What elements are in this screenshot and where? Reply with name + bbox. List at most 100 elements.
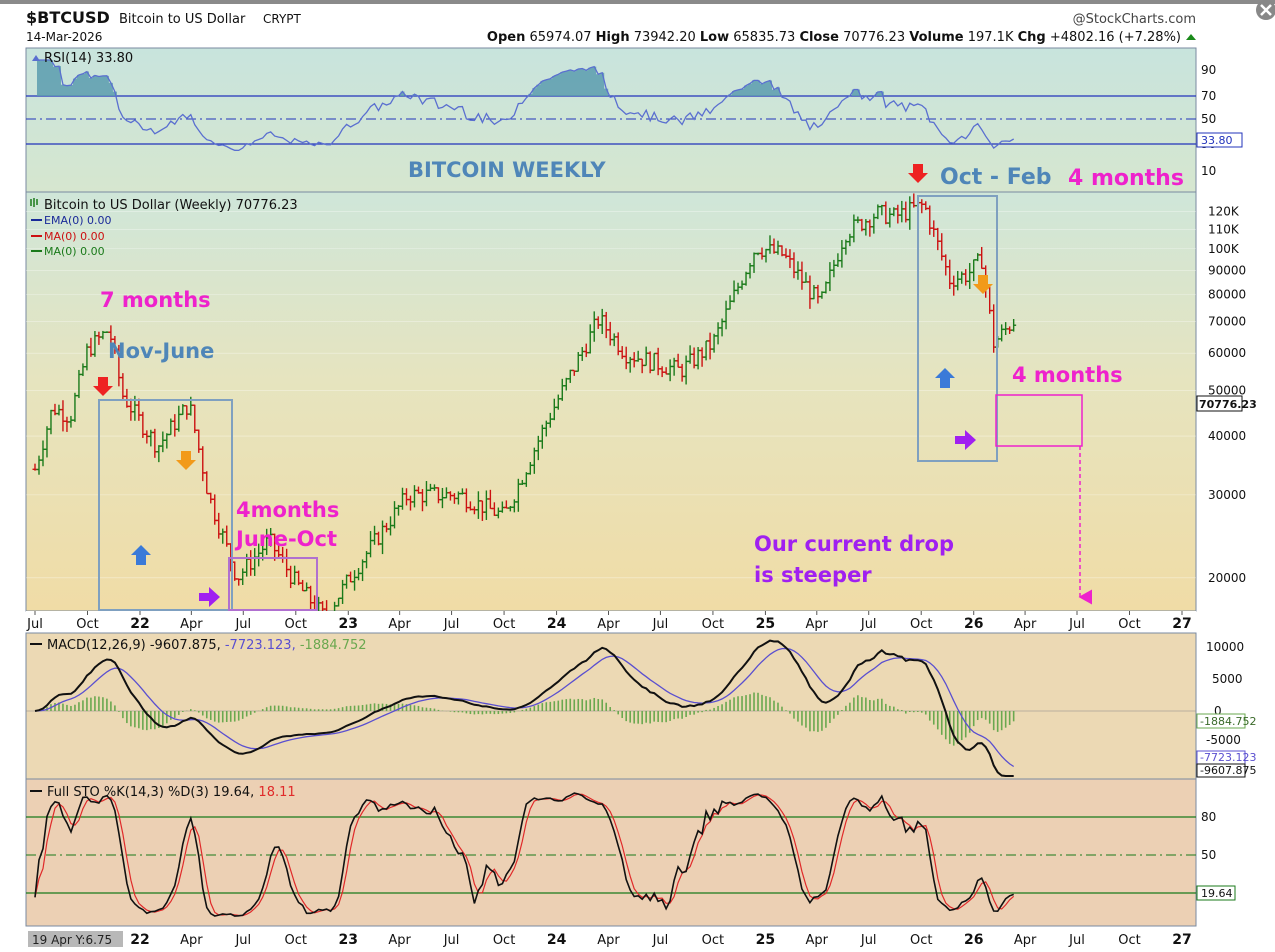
rsi-panel: RSI(14) 33.80 90 70 50 30 10 33.80 — [25, 47, 1243, 193]
annotations: BITCOIN WEEKLY 7 months Nov-June 4months… — [93, 158, 1184, 611]
rsi-tick-70: 70 — [1201, 89, 1216, 103]
macd-histogram — [38, 692, 1015, 746]
price-x-axis-bg — [26, 611, 1196, 633]
x-axis-label: 27 — [1172, 616, 1191, 632]
macd-legend-hist: -1884.752 — [300, 638, 367, 653]
chg-label: Chg — [1018, 30, 1046, 45]
header: $BTCUSD Bitcoin to US Dollar CRYPT @Stoc… — [26, 0, 1275, 45]
x-axis-label: Oct — [702, 617, 724, 632]
x-axis-label: Apr — [388, 617, 411, 632]
sto-x-axis-label: Jul — [443, 933, 460, 948]
june-oct-box — [228, 557, 318, 611]
x-axis-label: 26 — [964, 616, 983, 632]
sto-panel: Full STO %K(14,3) %D(3) 19.64, 18.11 80 … — [25, 778, 1236, 948]
macd-tick-neg5000: -5000 — [1206, 733, 1241, 747]
four-months-label-a: 4months — [236, 498, 339, 522]
sto-x-axis-label: Oct — [493, 933, 515, 948]
rsi-value-box — [1196, 132, 1243, 148]
up-triangle-icon — [1186, 34, 1196, 40]
seven-months-label: 7 months — [100, 288, 211, 312]
close-icon[interactable] — [1256, 0, 1275, 20]
sto-legend: Full STO %K(14,3) %D(3) 19.64, 18.11 — [47, 785, 296, 800]
sto-x-axis-label: Jul — [234, 933, 251, 948]
macd-tick-10000: 10000 — [1206, 640, 1244, 654]
red-down-arrow-icon-2 — [908, 164, 928, 183]
x-axis-label: Jul — [860, 617, 877, 632]
macd-legend-prefix: MACD(12,26,9) -9607.875, — [47, 638, 221, 653]
price-x-axis: Jul Oct 22 Apr Jul Oct 23 Apr Jul Oct 24 Apr Jul Oct 2… — [26, 611, 1196, 633]
x-axis-label: Jul — [26, 617, 43, 632]
price-tick-label: 60000 — [1208, 346, 1246, 360]
sto-panel-bg — [25, 778, 1197, 927]
macd-signal-label: -7723.123 — [1200, 751, 1256, 764]
orange-down-arrow-icon-2 — [973, 275, 993, 294]
rsi-panel-bg — [25, 47, 1197, 193]
price-tick-label: 40000 — [1208, 429, 1246, 443]
macd-hist-label: -1884.752 — [1200, 715, 1256, 728]
volume-value: 197.1K — [968, 30, 1014, 45]
rsi-line — [39, 59, 1015, 152]
legend-ma-red: MA(0) 0.00 — [44, 230, 105, 243]
x-axis-label: 22 — [130, 616, 149, 632]
price-tick-label: 20000 — [1208, 571, 1246, 585]
ticker-symbol: $BTCUSD — [26, 8, 110, 27]
macd-value-box — [1196, 763, 1246, 778]
price-tick-label: 50000 — [1208, 383, 1246, 397]
sto-value-label: 19.64 — [1201, 887, 1233, 900]
high-label: High — [596, 30, 630, 45]
sto-x-axis-label: Oct — [1118, 933, 1140, 948]
ticker-exchange: CRYPT — [263, 12, 302, 26]
macd-tick-5000: 5000 — [1212, 672, 1243, 686]
high-value: 73942.20 — [634, 30, 696, 45]
ticker-name: Bitcoin to US Dollar — [119, 12, 246, 27]
cursor-readout: 19 Apr Y:6.75 — [32, 933, 112, 947]
x-axis-label: Apr — [180, 617, 203, 632]
sto-x-axis: 22 Apr Jul Oct 23 Apr Jul Oct 24 Apr Jul Oct 25 Apr Ju… — [130, 932, 1191, 948]
blue-up-arrow-icon-1 — [131, 545, 151, 565]
x-axis-label: Oct — [1118, 617, 1140, 632]
rsi-tick-50: 50 — [1201, 112, 1216, 126]
chg-value: +4802.16 (+7.28%) — [1050, 30, 1181, 45]
price-gridlines — [26, 211, 1196, 579]
x-axis-label: Jul — [234, 617, 251, 632]
current-drop-label-2: is steeper — [754, 563, 872, 587]
x-axis-label: Oct — [285, 617, 307, 632]
low-value: 65835.73 — [733, 30, 795, 45]
sto-x-axis-label: Apr — [1014, 933, 1037, 948]
volume-label: Volume — [909, 30, 964, 45]
low-label: Low — [700, 30, 729, 45]
sto-x-axis-label: Apr — [388, 933, 411, 948]
sto-x-axis-label: Apr — [597, 933, 620, 948]
rsi-tick-10: 10 — [1201, 164, 1216, 178]
current-drop-label-1: Our current drop — [754, 532, 954, 556]
sto-tick-80: 80 — [1201, 810, 1216, 824]
red-down-arrow-icon-1 — [93, 377, 113, 396]
sto-legend-d: 18.11 — [258, 785, 295, 800]
nov-june-box — [98, 399, 233, 611]
x-axis-label: Apr — [1014, 617, 1037, 632]
sto-x-axis-label: 23 — [339, 932, 358, 948]
purple-right-arrow-icon-2 — [955, 430, 976, 450]
x-axis-label: Oct — [493, 617, 515, 632]
price-panel: 120K 110K 100K 90000 80000 70000 60000 50000 400… — [25, 191, 1257, 622]
price-tick-label: 120K — [1208, 204, 1240, 218]
sto-x-axis-label: 24 — [547, 932, 567, 948]
last-price-box — [1196, 395, 1243, 412]
oct-feb-label: Oct - Feb — [940, 165, 1052, 190]
x-axis-label: Oct — [910, 617, 932, 632]
blue-up-arrow-icon-2 — [935, 368, 955, 388]
orange-down-arrow-icon-1 — [176, 451, 196, 470]
price-tick-label: 80000 — [1208, 287, 1246, 301]
sto-legend-prefix: Full STO %K(14,3) %D(3) 19.64, — [47, 785, 254, 800]
rsi-tick-90: 90 — [1201, 63, 1216, 77]
window-top-bar — [0, 0, 1275, 4]
projection-box — [995, 394, 1083, 447]
price-panel-bg — [25, 191, 1197, 612]
sto-x-axis-label: Apr — [180, 933, 203, 948]
bitcoin-weekly-title: BITCOIN WEEKLY — [408, 158, 606, 182]
sto-x-axis-label: 25 — [756, 932, 775, 948]
sto-x-axis-label: Jul — [1068, 933, 1085, 948]
price-legend: Bitcoin to US Dollar (Weekly) 70776.23 E… — [30, 198, 298, 258]
x-axis-label: Jul — [1068, 617, 1085, 632]
price-tick-label: 70000 — [1208, 315, 1246, 329]
